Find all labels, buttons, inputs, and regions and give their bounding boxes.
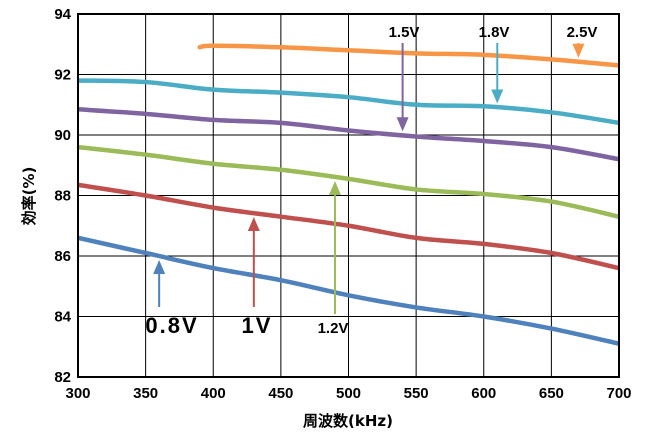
y-axis-title: 効率(%) [20, 167, 38, 226]
x-tick-label: 500 [336, 385, 361, 402]
series-line-1-2v [78, 144, 619, 219]
annotation-label: 1V [242, 313, 273, 338]
y-tick-label: 84 [54, 309, 71, 326]
y-tick-label: 94 [54, 6, 71, 23]
x-tick-label: 550 [404, 385, 429, 402]
annotation-label: 1.2V [318, 320, 349, 337]
annotation-2-5v: 2.5V [567, 24, 598, 58]
y-tick-label: 92 [54, 67, 71, 84]
annotation-arrow-head [328, 181, 341, 196]
y-tick-label: 86 [54, 248, 71, 265]
x-tick-label: 650 [539, 385, 564, 402]
annotation-1v: 1V [242, 217, 273, 338]
annotation-arrow-head [572, 43, 585, 58]
plot-border [77, 13, 620, 378]
y-tick-label: 90 [54, 127, 71, 144]
annotation-label: 0.8V [145, 313, 198, 338]
annotation-label: 1.8V [479, 24, 510, 41]
annotation-0-8v: 0.8V [145, 260, 198, 338]
series-line-1-8v [78, 78, 619, 126]
series-line-1-5v [78, 107, 619, 162]
x-tick-label: 350 [133, 385, 158, 402]
x-tick-label: 400 [201, 385, 226, 402]
series-annotations: 0.8V 1V 1.2V 1.5V 1.8V 2.5V [145, 24, 597, 338]
x-tick-label: 450 [268, 385, 293, 402]
y-tick-label: 82 [54, 369, 71, 386]
x-tick-label: 600 [471, 385, 496, 402]
annotation-arrow-head [153, 260, 166, 274]
series-line-1v [78, 182, 619, 271]
annotation-label: 2.5V [567, 24, 598, 41]
y-tick-label: 88 [54, 188, 71, 205]
y-tick-labels: 82 84 86 88 90 92 94 [54, 6, 71, 386]
annotation-arrow-head [396, 117, 409, 132]
x-axis-title: 周波数(kHz) [303, 412, 393, 430]
annotation-arrow-head [491, 89, 504, 104]
annotation-1-8v: 1.8V [479, 24, 510, 104]
series-line-2-5v [197, 43, 619, 68]
series-lines [78, 43, 619, 346]
x-tick-labels: 300 350 400 450 500 550 600 650 700 [65, 385, 631, 402]
x-tick-label: 700 [606, 385, 631, 402]
annotation-arrow-head [247, 217, 260, 232]
x-tick-label: 300 [65, 385, 90, 402]
annotation-1-2v: 1.2V [318, 181, 349, 337]
annotation-1-5v: 1.5V [389, 24, 420, 132]
annotation-label: 1.5V [389, 24, 420, 41]
series-line-0-8v [78, 235, 619, 346]
